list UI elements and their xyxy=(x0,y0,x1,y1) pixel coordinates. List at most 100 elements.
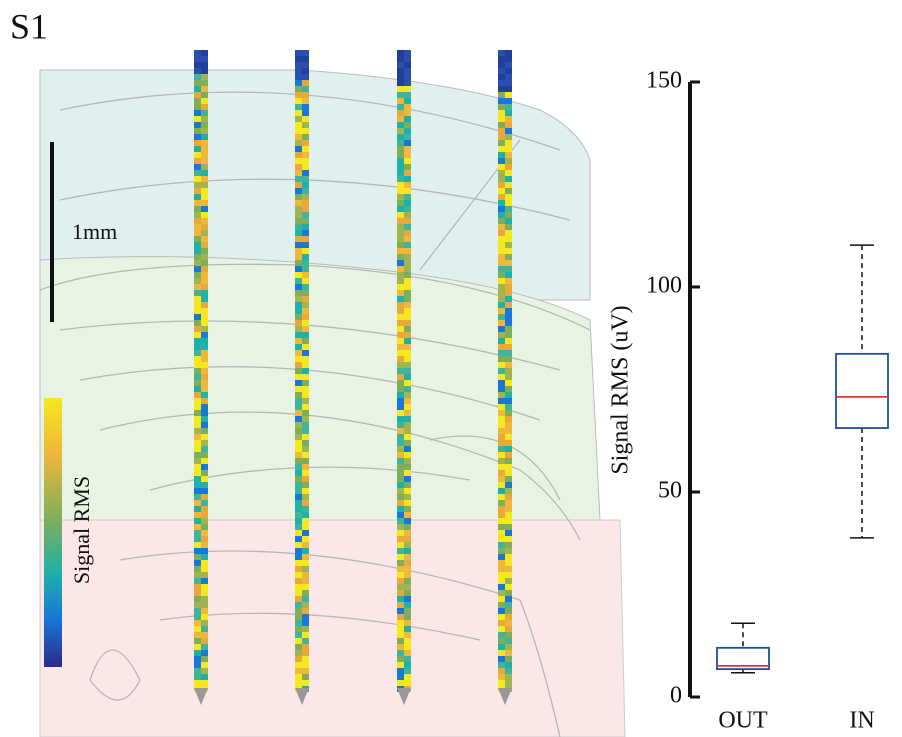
shank-cell xyxy=(404,368,411,374)
shank-cell xyxy=(295,368,302,374)
box xyxy=(836,354,888,428)
shank-cell xyxy=(194,56,201,62)
shank-cell xyxy=(505,80,512,86)
shank-cell xyxy=(404,584,411,590)
shank-cell xyxy=(295,170,302,176)
shank-cell xyxy=(404,356,411,362)
shank-cell xyxy=(295,446,302,452)
shank-cell xyxy=(194,170,201,176)
shank-cell xyxy=(404,152,411,158)
shank-cell xyxy=(194,482,201,488)
shank-cell xyxy=(201,332,208,338)
shank-cell xyxy=(404,566,411,572)
shank-cell xyxy=(201,656,208,662)
y-tick-label: 150 xyxy=(646,68,682,94)
shank-cell xyxy=(498,284,505,290)
shank-cell xyxy=(201,488,208,494)
shank-cell xyxy=(295,440,302,446)
shank-cell xyxy=(201,278,208,284)
shank-cell xyxy=(498,452,505,458)
shank-cell xyxy=(498,122,505,128)
shank-cell xyxy=(505,530,512,536)
shank-cell xyxy=(505,302,512,308)
shank-cell xyxy=(404,464,411,470)
shank-cell xyxy=(295,308,302,314)
shank-cell xyxy=(505,650,512,656)
shank-cell xyxy=(302,164,309,170)
shank-cell xyxy=(397,440,404,446)
shank-cell xyxy=(498,512,505,518)
shank-cell xyxy=(302,296,309,302)
shank-cell xyxy=(498,56,505,62)
shank-cell xyxy=(397,548,404,554)
shank-cell xyxy=(498,638,505,644)
shank-cell xyxy=(201,134,208,140)
shank-cell xyxy=(302,416,309,422)
shank-cell xyxy=(302,584,309,590)
shank-cell xyxy=(404,650,411,656)
shank-cell xyxy=(302,314,309,320)
shank-cell xyxy=(295,680,302,686)
shank-cell xyxy=(404,194,411,200)
shank-cell xyxy=(201,434,208,440)
shank-cell xyxy=(295,92,302,98)
shank-cell xyxy=(498,224,505,230)
shank-cell xyxy=(397,194,404,200)
shank-cell xyxy=(505,308,512,314)
shank-cell xyxy=(295,596,302,602)
shank-cell xyxy=(302,410,309,416)
shank-cell xyxy=(498,488,505,494)
shank-cell xyxy=(505,50,512,56)
shank-cell xyxy=(302,422,309,428)
shank-cell xyxy=(505,518,512,524)
shank-cell xyxy=(505,224,512,230)
shank-cell xyxy=(397,128,404,134)
shank-cell xyxy=(397,674,404,680)
shank-cell xyxy=(498,140,505,146)
shank-cell xyxy=(498,164,505,170)
shank-cell xyxy=(505,86,512,92)
shank-cell xyxy=(397,356,404,362)
shank-cell xyxy=(295,644,302,650)
shank-cell xyxy=(397,398,404,404)
shank-cell xyxy=(201,494,208,500)
shank-cell xyxy=(201,254,208,260)
shank-cell xyxy=(505,596,512,602)
shank-cell xyxy=(302,236,309,242)
shank-cell xyxy=(397,626,404,632)
shank-cell xyxy=(404,62,411,68)
shank-cell xyxy=(498,230,505,236)
shank-cell xyxy=(498,332,505,338)
shank-cell xyxy=(201,590,208,596)
shank-cell xyxy=(194,380,201,386)
shank-cell xyxy=(404,86,411,92)
shank-cell xyxy=(201,140,208,146)
shank-cell xyxy=(201,308,208,314)
shank-cell xyxy=(295,512,302,518)
shank-cell xyxy=(505,458,512,464)
shank-cell xyxy=(404,410,411,416)
shank-cell xyxy=(505,644,512,650)
shank-cell xyxy=(404,218,411,224)
shank-cell xyxy=(404,338,411,344)
shank-cell xyxy=(505,110,512,116)
shank-cell xyxy=(194,356,201,362)
shank-cell xyxy=(498,248,505,254)
shank-cell xyxy=(194,290,201,296)
shank-cell xyxy=(397,488,404,494)
shank-cell xyxy=(404,188,411,194)
shank-cell xyxy=(302,308,309,314)
shank-cell xyxy=(505,254,512,260)
shank-cell xyxy=(404,332,411,338)
shank-cell xyxy=(201,320,208,326)
shank-cell xyxy=(201,398,208,404)
shank-cell xyxy=(404,182,411,188)
shank-cell xyxy=(201,248,208,254)
shank-cell xyxy=(194,350,201,356)
shank-cell xyxy=(404,206,411,212)
shank-cell xyxy=(404,644,411,650)
shank-cell xyxy=(404,242,411,248)
shank-cell xyxy=(201,422,208,428)
shank-cell xyxy=(201,68,208,74)
shank-cell xyxy=(404,110,411,116)
